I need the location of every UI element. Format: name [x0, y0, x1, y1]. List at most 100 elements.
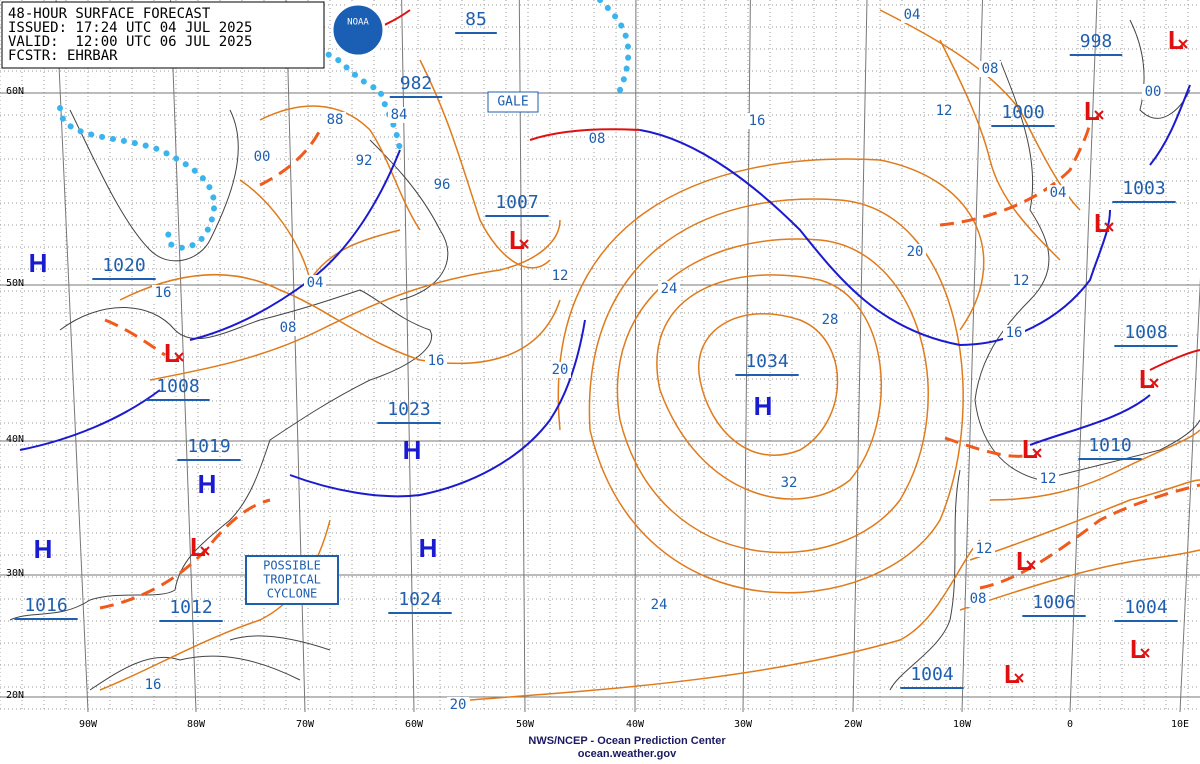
isobar-label: 04: [307, 275, 324, 291]
isobar-label: 28: [822, 312, 839, 328]
isobar-label: 24: [661, 281, 678, 297]
low-center: L: [1016, 546, 1032, 576]
longitude-label: 10W: [953, 719, 972, 730]
longitude-label: 30W: [734, 719, 753, 730]
low-marker: [1178, 39, 1188, 49]
low-marker: [1026, 560, 1036, 570]
longitude-line: [1179, 277, 1200, 713]
pressure-label: 1012: [169, 597, 212, 618]
isobar-label-bg: [1003, 325, 1025, 341]
isobar-label-bg: [324, 112, 346, 128]
pressure-label: 1004: [1124, 597, 1167, 618]
isobar-label: 12: [936, 103, 953, 119]
longitude-line: [518, 0, 526, 713]
low-center: L: [1084, 96, 1100, 126]
bottom-strip: [0, 712, 1200, 764]
logo-text: NOAA: [347, 18, 369, 28]
footer-url: ocean.weather.gov: [578, 748, 677, 760]
gale-label: GALE: [497, 95, 528, 110]
noaa-logo: [330, 2, 386, 58]
pressure-label: 1008: [156, 376, 199, 397]
isobar-label-bg: [152, 285, 174, 301]
isobar-label-bg: [901, 7, 923, 23]
isobar-label-bg: [658, 281, 680, 297]
isobar-label: 92: [356, 153, 373, 169]
longitude-line: [634, 0, 637, 713]
longitude-label: 70W: [296, 719, 315, 730]
longitude-line: [852, 0, 868, 713]
longitude-label: 80W: [187, 719, 206, 730]
high-center: H: [34, 534, 53, 564]
pressure-label: 1024: [398, 589, 441, 610]
isobar-label-bg: [904, 244, 926, 260]
latitude-label: 20N: [6, 690, 24, 701]
header-line: FCSTR: EHRBAR: [8, 48, 118, 64]
isobar-label: 16: [155, 285, 172, 301]
isobar-label-bg: [251, 149, 273, 165]
longitude-label: 60W: [405, 719, 424, 730]
labels: 60N 50N 40N 30N 20N 90W 80W 70W 60W 50W 40W 30W 20W 1…: [0, 7, 1200, 764]
gale-box: [487, 91, 539, 113]
isobar-label-bg: [431, 177, 453, 193]
high-center: H: [403, 435, 422, 465]
isobar-label: 08: [970, 591, 987, 607]
low-marker: [1104, 222, 1114, 232]
isobar-label-bg: [778, 475, 800, 491]
tropical-label: POSSIBLE: [263, 559, 321, 573]
longitude-label: 10E: [1171, 719, 1189, 730]
isobar-label: 96: [434, 177, 451, 193]
ice-edge: [597, 0, 632, 93]
isobar-label: 16: [145, 677, 162, 693]
isobar-label: 12: [976, 541, 993, 557]
pressure-label: 1034: [745, 351, 788, 372]
low-marker: [200, 546, 210, 556]
isobar-label: 04: [904, 7, 921, 23]
longitude-label: 50W: [516, 719, 535, 730]
isobar-label-bg: [819, 312, 841, 328]
pressure-label: 1016: [24, 595, 67, 616]
fronts: [19, 9, 1200, 610]
isobar-label-bg: [425, 353, 447, 369]
low-marker: [174, 352, 184, 362]
low-center: L: [1130, 634, 1146, 664]
high-center: H: [419, 533, 438, 563]
graticule: [0, 0, 1200, 713]
low-center: L: [1168, 25, 1184, 55]
isobar-label: 20: [552, 362, 569, 378]
tropical-label: CYCLONE: [267, 587, 318, 601]
low-center: L: [1004, 659, 1020, 689]
isobar-label-bg: [1142, 84, 1164, 100]
isobar-label: 08: [280, 320, 297, 336]
ice-edge: [317, 51, 403, 153]
low-center: L: [1022, 434, 1038, 464]
longitude-line: [170, 0, 197, 713]
low-marker: [519, 239, 529, 249]
header-line: 48-HOUR SURFACE FORECAST: [8, 6, 211, 22]
isobar-label-bg: [648, 597, 670, 613]
isobar-label-bg: [973, 541, 995, 557]
pressure-label: 1023: [387, 399, 430, 420]
isobar-label-bg: [979, 61, 1001, 77]
low-marker: [1094, 110, 1104, 120]
header-line: ISSUED: 17:24 UTC 04 JUL 2025: [8, 20, 252, 36]
low-center: L: [509, 225, 525, 255]
isobar-label: 20: [450, 697, 467, 713]
high-center: H: [198, 469, 217, 499]
longitude-label: 20W: [844, 719, 863, 730]
pressure-label: 1010: [1088, 435, 1131, 456]
isobar-label-bg: [1047, 185, 1069, 201]
isobar-label-bg: [1037, 471, 1059, 487]
low-marker: [1032, 448, 1042, 458]
pressure-label: 982: [400, 73, 433, 94]
isobar-label-bg: [142, 677, 164, 693]
isobar-label: 16: [749, 113, 766, 129]
isobar-label: 12: [1013, 273, 1030, 289]
isobar-label: 00: [254, 149, 271, 165]
isobar-label: 24: [651, 597, 668, 613]
isobar-label-bg: [304, 275, 326, 291]
high-center: H: [29, 248, 48, 278]
pressure-label: 1007: [495, 192, 538, 213]
ice-edge: [57, 105, 218, 251]
